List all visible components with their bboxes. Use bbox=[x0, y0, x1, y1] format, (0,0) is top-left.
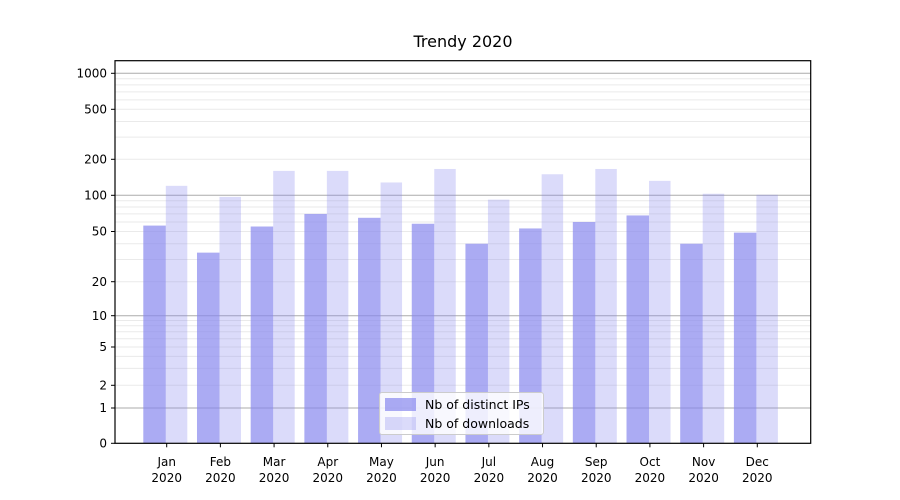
chart-title: Trendy 2020 bbox=[413, 32, 513, 51]
bar-ips-oct bbox=[626, 215, 650, 444]
y-tick-label: 10 bbox=[92, 309, 107, 323]
bar-downloads-feb bbox=[219, 196, 241, 444]
y-tick-label: 1 bbox=[99, 401, 107, 415]
bar-downloads-oct bbox=[649, 180, 671, 444]
legend-entry-distinct-ips: Nb of distinct IPs bbox=[385, 397, 537, 412]
y-tick-label: 20 bbox=[92, 275, 107, 289]
legend-entry-downloads: Nb of downloads bbox=[385, 416, 537, 431]
x-tick-label-year: 2020 bbox=[527, 471, 558, 485]
bar-downloads-nov bbox=[702, 193, 725, 444]
x-tick-label-month: Nov bbox=[692, 455, 715, 469]
x-tick-label-month: Feb bbox=[210, 455, 231, 469]
x-tick-label-month: Sep bbox=[585, 455, 608, 469]
legend-label-downloads: Nb of downloads bbox=[425, 415, 530, 431]
y-tick-label: 200 bbox=[84, 153, 107, 167]
bar-ips-jun bbox=[411, 223, 435, 444]
y-tick-label: 0 bbox=[99, 437, 107, 451]
bar-ips-apr bbox=[304, 213, 327, 444]
x-tick-label-month: Apr bbox=[317, 455, 338, 469]
bar-downloads-dec bbox=[756, 194, 778, 444]
x-tick-label-year: 2020 bbox=[635, 471, 666, 485]
x-tick-label-year: 2020 bbox=[420, 471, 451, 485]
bar-downloads-jan bbox=[165, 185, 188, 444]
x-tick-label-month: Dec bbox=[746, 455, 769, 469]
legend-swatch-downloads-icon bbox=[385, 416, 416, 430]
y-tick-label: 500 bbox=[84, 103, 107, 117]
x-tick-label-month: Oct bbox=[640, 455, 661, 469]
legend-label-distinct-ips: Nb of distinct IPs bbox=[425, 396, 530, 412]
bar-ips-dec bbox=[733, 232, 757, 444]
x-tick-label-year: 2020 bbox=[688, 471, 719, 485]
bar-ips-mar bbox=[250, 226, 274, 444]
x-tick-label-year: 2020 bbox=[259, 471, 290, 485]
x-tick-label-month: Mar bbox=[263, 455, 286, 469]
legend: Nb of distinct IPs Nb of downloads bbox=[379, 392, 544, 435]
y-tick-label: 100 bbox=[84, 189, 107, 203]
x-tick-label-year: 2020 bbox=[474, 471, 505, 485]
bar-downloads-apr bbox=[326, 170, 349, 444]
x-tick-label-month: Jul bbox=[481, 455, 496, 469]
x-tick-label-month: Aug bbox=[531, 455, 554, 469]
x-tick-label-month: Jan bbox=[156, 455, 176, 469]
x-tick-label-year: 2020 bbox=[366, 471, 397, 485]
x-tick-label-year: 2020 bbox=[205, 471, 236, 485]
bar-downloads-jun bbox=[434, 168, 456, 444]
legend-swatch-distinct-ips-icon bbox=[385, 397, 416, 411]
x-tick-label-year: 2020 bbox=[312, 471, 343, 485]
bar-ips-aug bbox=[519, 228, 542, 444]
y-tick-label: 50 bbox=[92, 225, 107, 239]
bar-ips-sep bbox=[572, 221, 596, 444]
bar-downloads-mar bbox=[273, 170, 295, 444]
x-tick-label-month: May bbox=[369, 455, 394, 469]
bar-ips-may bbox=[358, 217, 381, 444]
x-tick-label-month: Jun bbox=[425, 455, 445, 469]
y-tick-label: 1000 bbox=[76, 67, 107, 81]
bar-downloads-jul bbox=[487, 199, 510, 444]
bar-ips-feb bbox=[196, 252, 220, 444]
bar-ips-jan bbox=[143, 225, 166, 444]
bar-downloads-may bbox=[380, 182, 403, 444]
x-tick-label-year: 2020 bbox=[581, 471, 612, 485]
bar-downloads-sep bbox=[595, 168, 617, 444]
x-tick-label-year: 2020 bbox=[151, 471, 182, 485]
x-tick-label-year: 2020 bbox=[742, 471, 773, 485]
axes-box bbox=[114, 60, 812, 444]
y-tick-label: 5 bbox=[99, 340, 107, 354]
y-tick-label: 2 bbox=[99, 379, 107, 393]
bar-downloads-aug bbox=[541, 174, 564, 444]
bar-ips-nov bbox=[680, 243, 703, 444]
